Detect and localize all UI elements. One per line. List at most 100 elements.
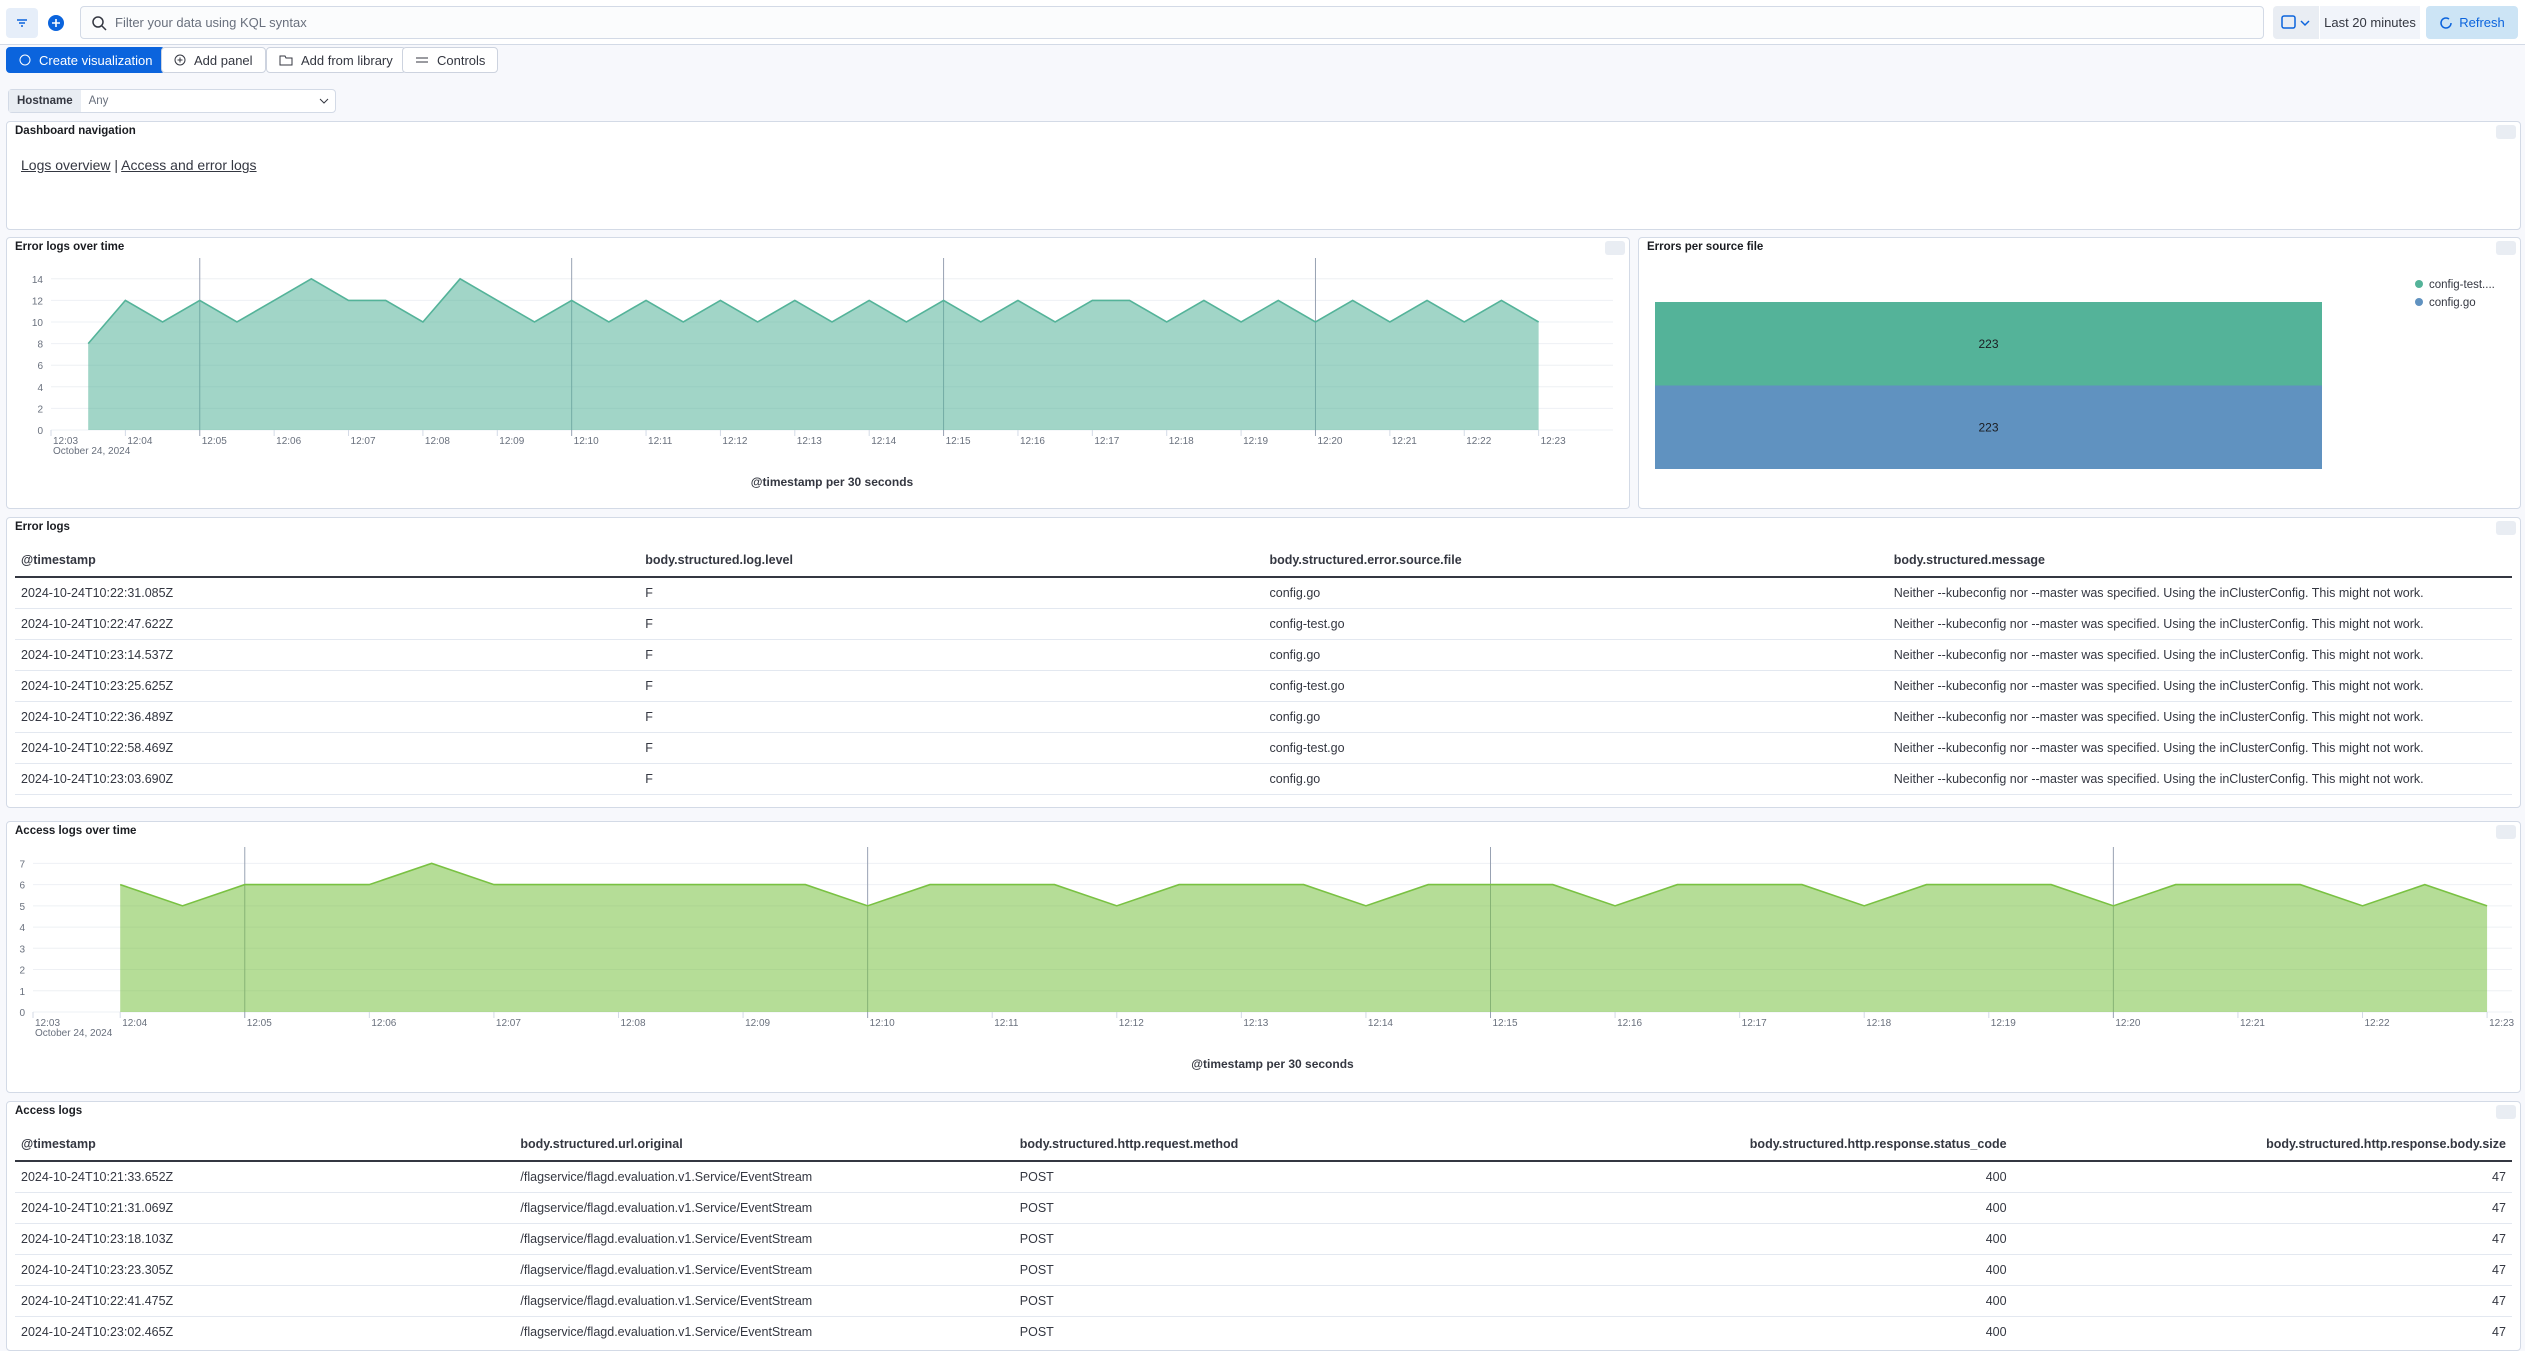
panel-title: Dashboard navigation bbox=[15, 125, 136, 137]
y-tick-label: 8 bbox=[37, 340, 43, 351]
add-panel[interactable]: Add panel bbox=[161, 47, 266, 73]
hostname-control[interactable]: Hostname Any bbox=[8, 89, 336, 113]
controls[interactable]: Controls bbox=[402, 47, 498, 73]
table-cell: config.go bbox=[1264, 710, 1888, 724]
table-cell: POST bbox=[1014, 1263, 1513, 1277]
x-tick-label: 12:09 bbox=[499, 436, 524, 447]
search-box[interactable]: Filter your data using KQL syntax bbox=[80, 6, 2264, 39]
nav-links: Logs overview | Access and error logs bbox=[21, 157, 257, 173]
button-label: Add panel bbox=[194, 53, 253, 68]
x-tick-label: 12:15 bbox=[1493, 1018, 1518, 1029]
x-axis-label: @timestamp per 30 seconds bbox=[751, 475, 914, 489]
chevron bbox=[315, 91, 335, 111]
access-chart-panel: Access logs over time0123456712:0312:041… bbox=[6, 821, 2521, 1093]
time-range[interactable]: Last 20 minutes bbox=[2320, 6, 2420, 39]
x-tick-label: 12:12 bbox=[722, 436, 747, 447]
area bbox=[88, 279, 1538, 430]
table-cell: F bbox=[639, 772, 1263, 786]
y-tick-label: 14 bbox=[32, 275, 44, 286]
table-cell: 400 bbox=[1513, 1294, 2012, 1308]
x-tick-label: 12:20 bbox=[1317, 436, 1342, 447]
column-header: body.structured.http.request.method bbox=[1014, 1137, 1513, 1151]
table-row: 2024-10-24T10:22:36.489ZFconfig.goNeithe… bbox=[15, 702, 2512, 733]
table-cell: POST bbox=[1014, 1294, 1513, 1308]
table-cell: 47 bbox=[2013, 1325, 2512, 1339]
table-cell: config.go bbox=[1264, 772, 1888, 786]
top-bar: Filter your data using KQL syntax Last 2… bbox=[0, 0, 2525, 45]
x-tick-label: 12:11 bbox=[994, 1018, 1019, 1029]
table-cell: 2024-10-24T10:23:14.537Z bbox=[15, 648, 639, 662]
data-label: 223 bbox=[1978, 420, 1998, 434]
panel-title: Error logs bbox=[15, 521, 70, 533]
table-cell: 2024-10-24T10:21:33.652Z bbox=[15, 1170, 514, 1184]
table-row: 2024-10-24T10:22:41.475Z/flagservice/fla… bbox=[15, 1286, 2512, 1317]
area bbox=[120, 863, 2487, 1012]
table-cell: /flagservice/flagd.evaluation.v1.Service… bbox=[514, 1170, 1013, 1184]
table-row: 2024-10-24T10:23:25.423ZFconfig.goNeithe… bbox=[15, 795, 2512, 801]
x-tick-label: 12:07 bbox=[496, 1018, 521, 1029]
date-quick-menu[interactable] bbox=[2273, 6, 2319, 39]
button-label: Create visualization bbox=[39, 53, 152, 68]
x-tick-label: 12:16 bbox=[1020, 436, 1045, 447]
panel-menu[interactable] bbox=[2496, 1105, 2516, 1119]
x-tick-label: 12:11 bbox=[648, 436, 673, 447]
column-header: body.structured.error.source.file bbox=[1264, 553, 1888, 567]
icon bbox=[174, 54, 186, 66]
navigation-panel: Dashboard navigation Logs overview | Acc… bbox=[6, 121, 2521, 230]
x-tick-label: 12:08 bbox=[620, 1018, 645, 1029]
filter-icon bbox=[6, 8, 38, 38]
x-tick-label: 12:06 bbox=[371, 1018, 396, 1029]
filter-toggle[interactable] bbox=[6, 8, 38, 38]
button-label: Controls bbox=[437, 53, 485, 68]
panel-menu[interactable] bbox=[2496, 521, 2516, 535]
table-cell: 2024-10-24T10:23:23.305Z bbox=[15, 1263, 514, 1277]
y-tick-label: 0 bbox=[37, 426, 43, 437]
x-tick-label: 12:12 bbox=[1119, 1018, 1144, 1029]
table-cell: config-test.go bbox=[1264, 617, 1888, 631]
x-tick-label: 12:13 bbox=[797, 436, 822, 447]
table-cell: Neither --kubeconfig nor --master was sp… bbox=[1888, 741, 2512, 755]
refresh-button[interactable]: Refresh bbox=[2426, 6, 2518, 39]
create-visualization[interactable]: Create visualization bbox=[6, 47, 165, 73]
x-tick-label: 12:09 bbox=[745, 1018, 770, 1029]
search-icon bbox=[91, 15, 107, 31]
table-cell: /flagservice/flagd.evaluation.v1.Service… bbox=[514, 1263, 1013, 1277]
column-header: body.structured.url.original bbox=[514, 1137, 1013, 1151]
table-row: 2024-10-24T10:23:18.103Z/flagservice/fla… bbox=[15, 1224, 2512, 1255]
x-tick-label: 12:21 bbox=[1392, 436, 1417, 447]
table-cell: Neither --kubeconfig nor --master was sp… bbox=[1888, 617, 2512, 631]
nav-link[interactable]: Logs overview bbox=[21, 157, 111, 173]
column-header: body.structured.http.response.body.size bbox=[2013, 1137, 2512, 1151]
x-tick-label: 12:20 bbox=[2115, 1018, 2140, 1029]
icon bbox=[279, 54, 293, 66]
table-cell: 2024-10-24T10:22:41.475Z bbox=[15, 1294, 514, 1308]
x-tick-label: 12:08 bbox=[425, 436, 450, 447]
x-tick-label: 12:14 bbox=[871, 436, 896, 447]
table-cell: POST bbox=[1014, 1170, 1513, 1184]
chart: 223223config-test....config.go bbox=[1639, 238, 2520, 508]
table-row: 2024-10-24T10:23:02.465Z/flagservice/fla… bbox=[15, 1317, 2512, 1344]
nav-link[interactable]: Access and error logs bbox=[121, 157, 256, 173]
y-tick-label: 2 bbox=[37, 404, 43, 415]
table: @timestampbody.structured.url.originalbo… bbox=[15, 1128, 2512, 1344]
data-label: 223 bbox=[1978, 337, 1998, 351]
column-header: @timestamp bbox=[15, 553, 639, 567]
table-row: 2024-10-24T10:23:25.625ZFconfig-test.goN… bbox=[15, 671, 2512, 702]
x-tick-label: 12:22 bbox=[1466, 436, 1491, 447]
x-tick-label: 12:18 bbox=[1169, 436, 1194, 447]
table-cell: 2024-10-24T10:22:47.622Z bbox=[15, 617, 639, 631]
table-cell: config.go bbox=[1264, 648, 1888, 662]
access-table-panel: Access logs@timestampbody.structured.url… bbox=[6, 1101, 2521, 1351]
table: @timestampbody.structured.log.levelbody.… bbox=[15, 544, 2512, 801]
table-cell: 2024-10-24T10:23:25.625Z bbox=[15, 679, 639, 693]
y-tick-label: 2 bbox=[19, 966, 25, 977]
add-from-library[interactable]: Add from library bbox=[266, 47, 406, 73]
panel-menu[interactable] bbox=[2496, 125, 2516, 139]
add-filter[interactable] bbox=[44, 11, 68, 35]
x-tick-label: 12:14 bbox=[1368, 1018, 1393, 1029]
x-tick-label: 12:18 bbox=[1866, 1018, 1891, 1029]
x-tick-label: 12:05 bbox=[247, 1018, 272, 1029]
table-cell: /flagservice/flagd.evaluation.v1.Service… bbox=[514, 1325, 1013, 1339]
table-cell: F bbox=[639, 586, 1263, 600]
